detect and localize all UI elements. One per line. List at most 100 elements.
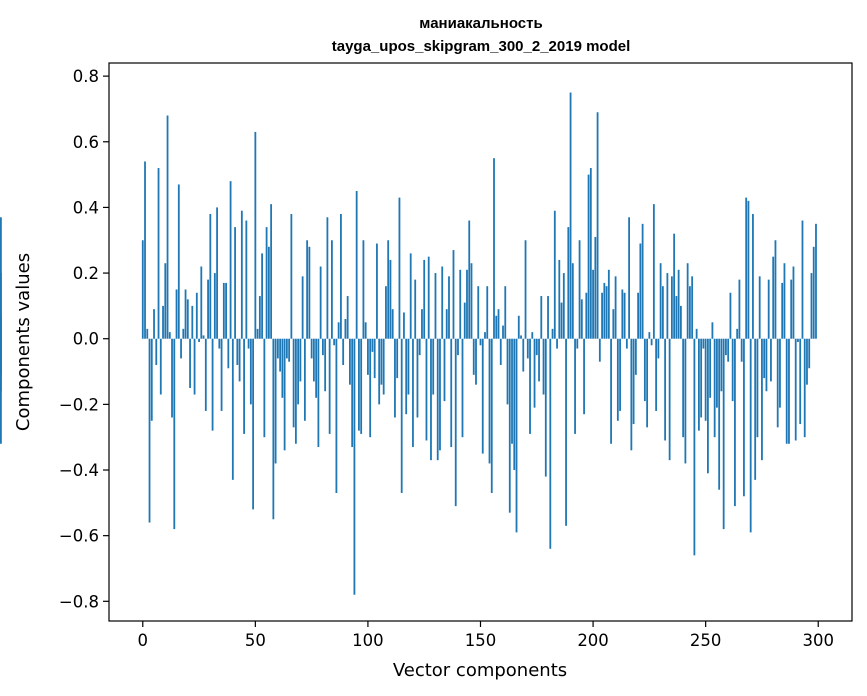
bar-component-292: [799, 338, 802, 425]
bar-component-270: [749, 338, 752, 533]
bar-component-87: [337, 322, 340, 339]
bar-component-72: [303, 338, 306, 421]
bar-component-73: [306, 240, 309, 339]
bar-component-26: [200, 266, 203, 339]
bar-component-153: [486, 286, 489, 339]
bar-component-246: [695, 328, 698, 339]
bar-component-124: [421, 309, 423, 339]
bar-component-165: [513, 338, 516, 471]
bar-component-3: [148, 338, 151, 523]
bar-component-245: [693, 338, 696, 556]
bar-component-144: [466, 269, 468, 339]
bar-component-120: [412, 338, 414, 448]
bar-component-136: [448, 276, 450, 339]
bar-component-228: [655, 338, 658, 411]
bar-component-36: [222, 282, 225, 339]
x-tick-label: 100: [352, 631, 384, 650]
bar-component-251: [707, 338, 709, 474]
bar-component-59: [274, 338, 277, 464]
x-tick-label: 300: [802, 631, 834, 650]
bar-component-140: [457, 338, 459, 356]
bar-component-167: [517, 315, 520, 339]
bar-component-undefined: [0, 338, 2, 444]
bar-component-265: [738, 279, 741, 339]
bar-component-299: [815, 223, 817, 339]
bar-component-80: [321, 338, 324, 356]
bar-component-235: [670, 276, 673, 339]
bar-component-57: [270, 204, 273, 339]
y-tick-label: −0.2: [59, 395, 99, 414]
bar-component-7: [157, 168, 160, 339]
y-tick-label: 0.4: [73, 198, 99, 217]
bar-component-205: [603, 282, 606, 339]
bar-component-89: [342, 338, 345, 365]
bar-component-111: [391, 309, 394, 339]
bar-component-35: [220, 338, 223, 411]
bar-component-198: [587, 174, 590, 339]
bar-component-169: [522, 338, 525, 372]
bar-component-127: [427, 256, 430, 339]
bar-component-184: [556, 338, 558, 349]
bar-component-208: [610, 338, 612, 444]
bar-component-200: [592, 269, 594, 339]
bar-component-226: [650, 338, 653, 346]
bar-component-101: [369, 338, 372, 438]
bar-component-90: [344, 319, 347, 339]
bar-component-4: [150, 338, 153, 421]
bar-component-187: [562, 273, 565, 339]
y-axis-ticks: −0.8 −0.6 −0.4 −0.2 0.0 0.2 0.4 0.6 0.8: [59, 67, 109, 611]
bar-component-50: [254, 131, 257, 339]
bar-component-128: [430, 338, 432, 461]
bar-component-150: [479, 338, 482, 346]
bar-component-168: [520, 335, 522, 339]
bar-component-152: [484, 332, 486, 339]
bar-component-154: [488, 338, 491, 464]
bar-component-190: [569, 92, 572, 339]
bar-component-252: [709, 338, 712, 398]
bar-component-19: [184, 289, 187, 339]
bar-component-98: [362, 240, 365, 339]
bar-component-11: [166, 115, 169, 339]
bar-component-78: [317, 338, 320, 448]
bar-component-38: [227, 338, 230, 369]
bar-component-178: [542, 338, 545, 395]
bar-component-133: [441, 266, 444, 339]
bar-component-42: [236, 338, 239, 365]
bar-component-250: [704, 338, 707, 421]
bar-component-147: [472, 338, 475, 375]
bar-component-286: [785, 338, 788, 444]
bar-component-62: [281, 338, 284, 398]
bar-component-199: [589, 168, 592, 339]
bar-component-214: [623, 292, 626, 339]
bar-component-51: [256, 328, 259, 339]
bar-component-271: [752, 213, 754, 339]
y-axis-label: Components values: [13, 253, 34, 431]
bar-component-297: [810, 273, 813, 339]
bar-component-86: [335, 338, 338, 493]
bar-component-161: [504, 286, 507, 339]
bar-component-172: [529, 338, 531, 434]
bar-component-272: [754, 338, 757, 480]
y-tick-label: 0.6: [73, 133, 99, 152]
bar-component-99: [364, 322, 367, 339]
bar-component-138: [452, 250, 455, 339]
bar-component-125: [423, 259, 426, 339]
bar-component-232: [664, 338, 667, 441]
bar-component-227: [652, 204, 655, 339]
bar-component-155: [490, 338, 493, 493]
bar-component-132: [439, 338, 441, 451]
bar-component-10: [164, 263, 167, 339]
bar-component-76: [312, 338, 315, 382]
bar-component-81: [324, 338, 327, 392]
bar-component-183: [553, 210, 556, 339]
bar-component-273: [756, 338, 759, 438]
bar-component-219: [634, 338, 637, 375]
bar-component-48: [249, 338, 252, 405]
bar-component-294: [803, 338, 806, 438]
bar-component-24: [195, 292, 198, 339]
bar-component-261: [729, 292, 732, 339]
bar-component-259: [725, 338, 727, 356]
bar-component-173: [531, 332, 534, 339]
chart-subtitle: tayga_upos_skipgram_300_2_2019 model: [332, 38, 631, 55]
